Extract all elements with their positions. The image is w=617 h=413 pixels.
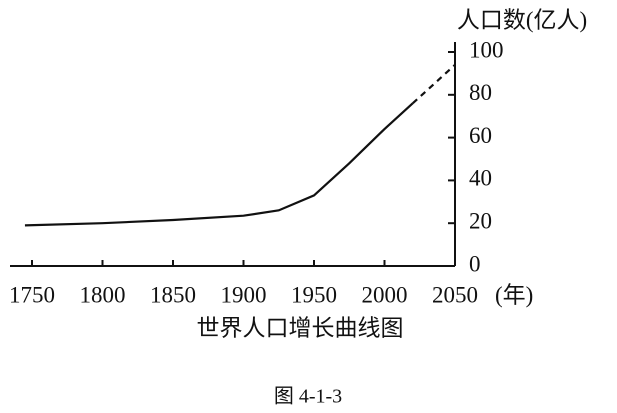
x-tick-label: 1800 (80, 282, 126, 307)
x-tick-label: 1850 (150, 282, 196, 307)
caption: 图 4-1-3 (274, 386, 342, 408)
series-line (411, 64, 456, 105)
x-tick-label: 1950 (291, 282, 337, 307)
x-axis-label: (年) (495, 282, 533, 307)
y-axis-label: 人口数(亿人) (457, 7, 587, 32)
y-tick-label: 80 (469, 80, 492, 105)
y-tick-label: 100 (469, 37, 504, 62)
x-tick-label: 2050 (432, 282, 478, 307)
y-tick-label: 40 (469, 166, 492, 191)
series-line (24, 102, 414, 227)
x-tick-label: 1900 (221, 282, 267, 307)
y-tick-label: 0 (469, 251, 481, 276)
chart-title: 世界人口增长曲线图 (197, 315, 404, 340)
x-tick-label: 2000 (362, 282, 408, 307)
y-tick-label: 20 (469, 208, 492, 233)
x-tick-label: 1750 (9, 282, 55, 307)
y-tick-label: 60 (469, 123, 492, 148)
